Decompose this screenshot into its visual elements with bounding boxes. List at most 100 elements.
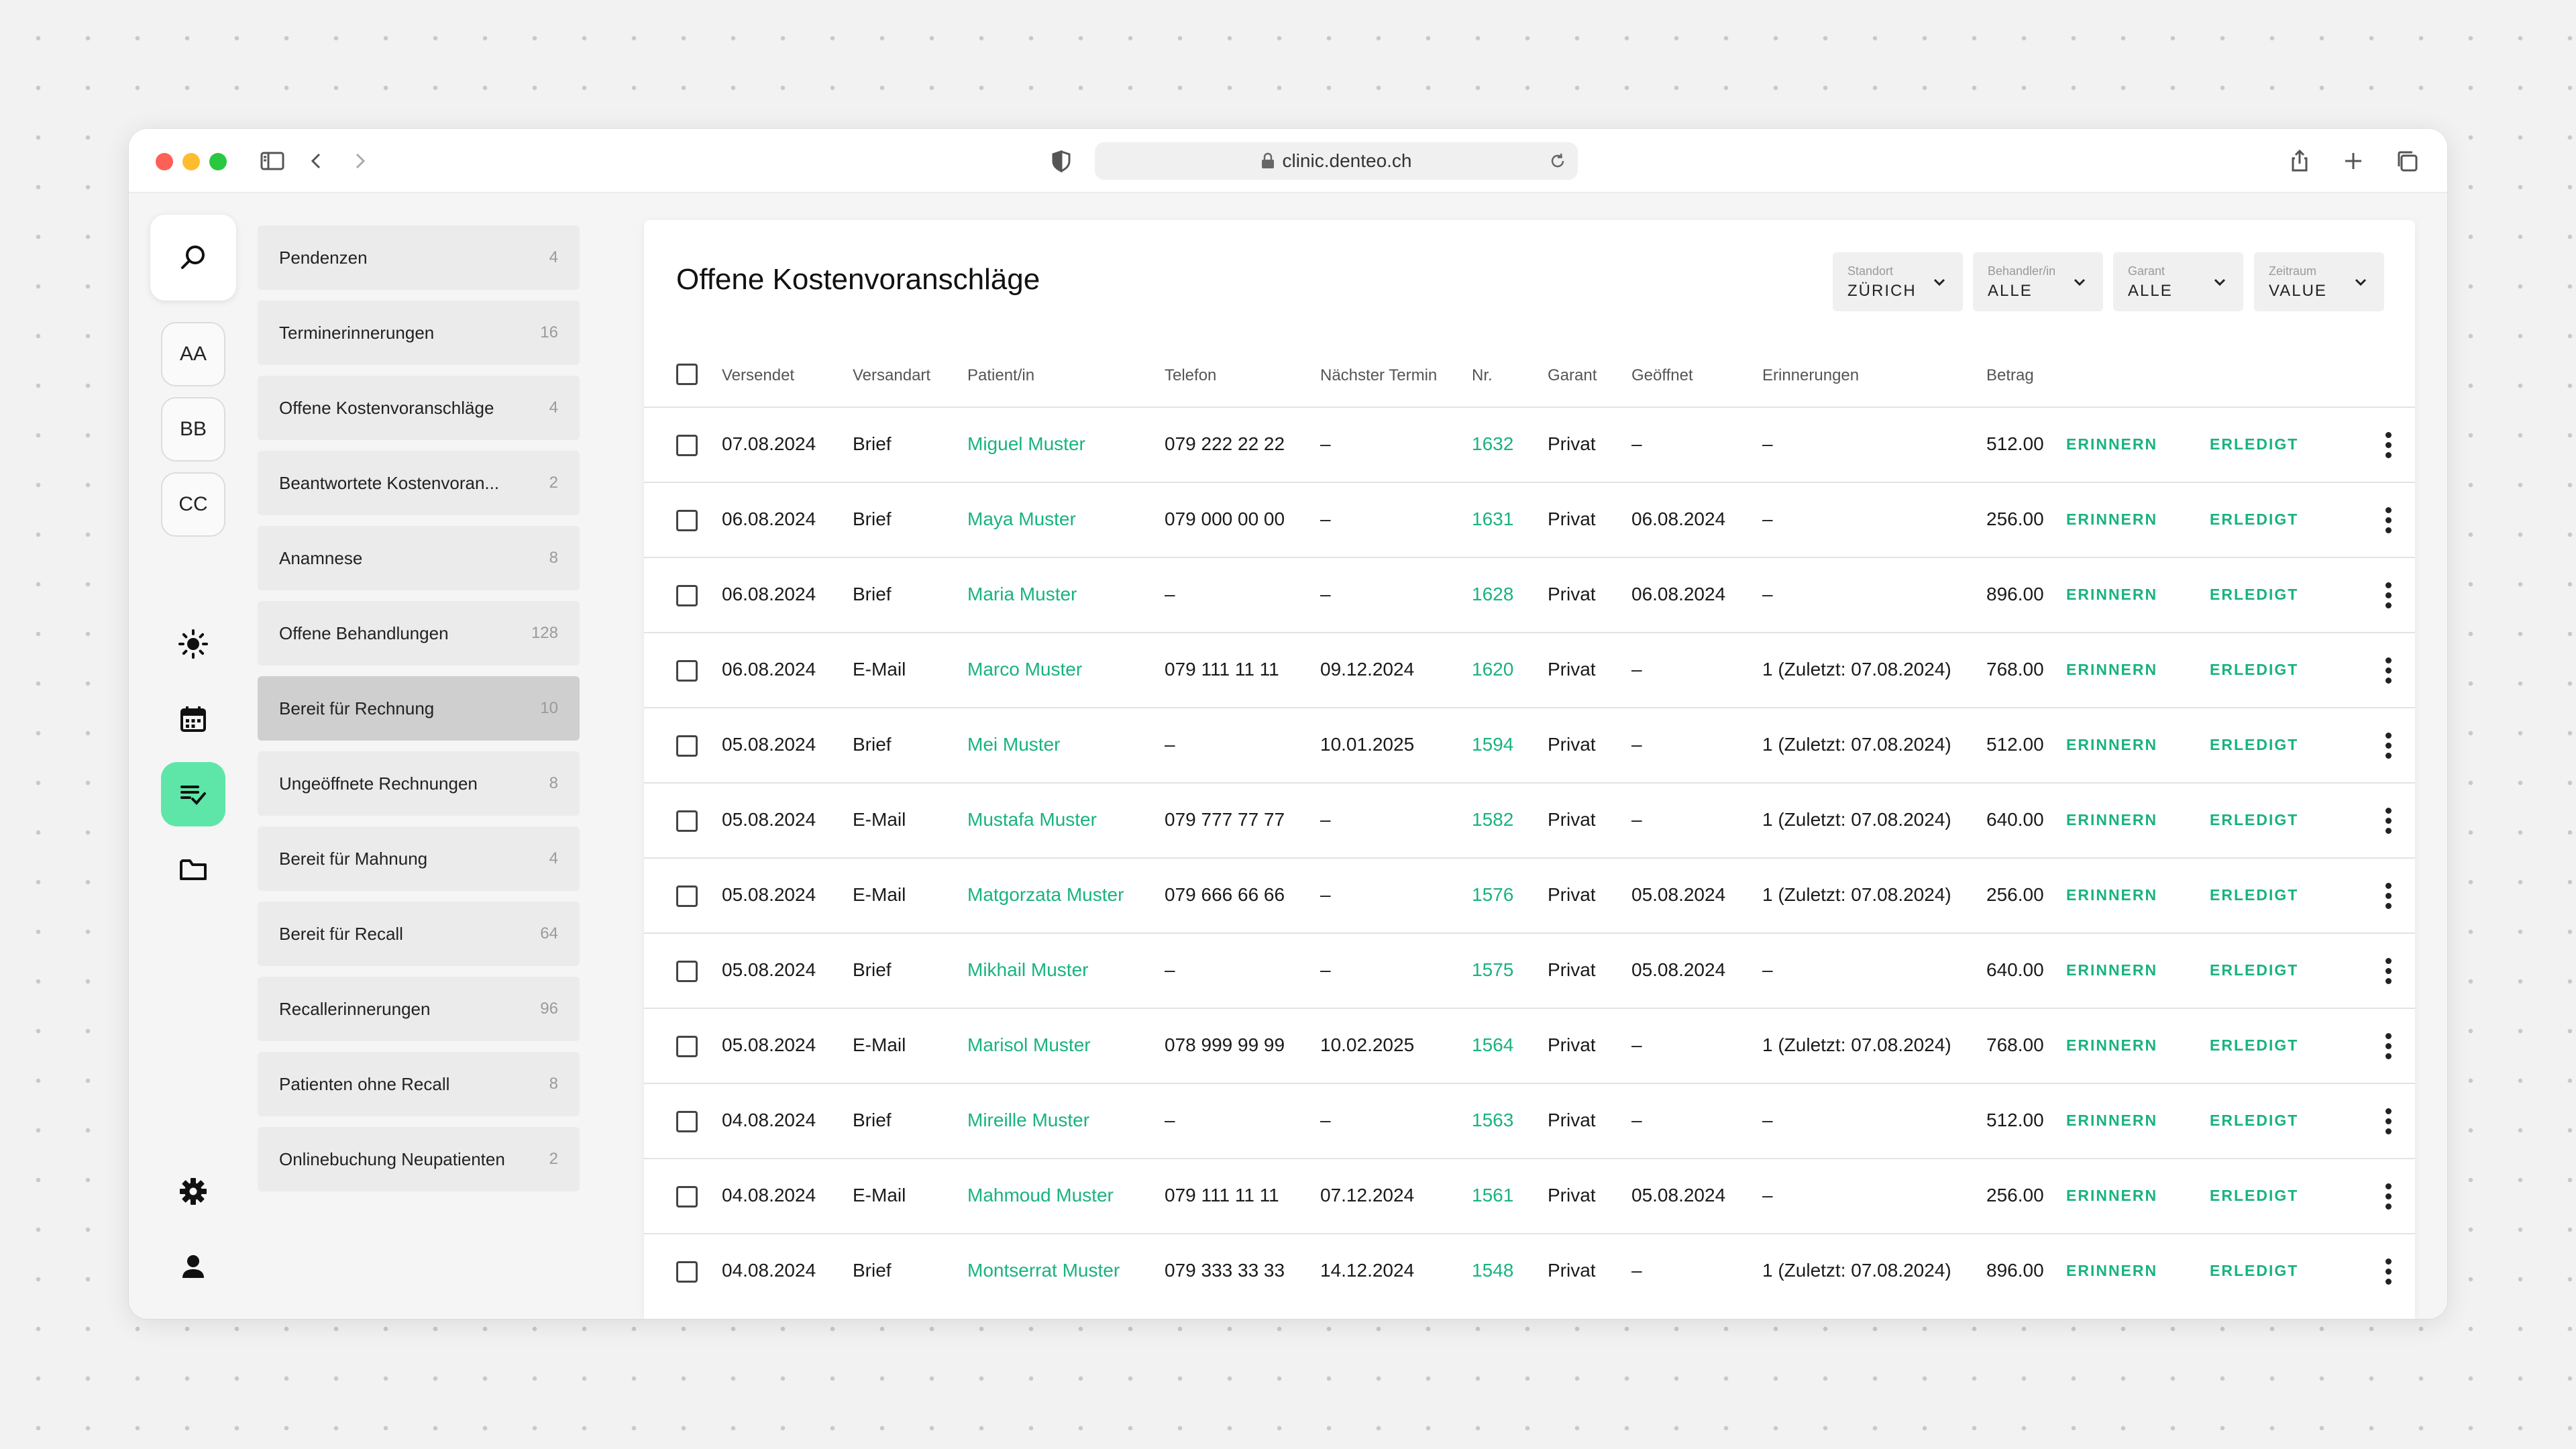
remind-button[interactable]: ERINNERN — [2066, 736, 2158, 753]
done-button[interactable]: ERLEDIGT — [2210, 1036, 2299, 1054]
more-options-icon[interactable] — [2384, 657, 2392, 684]
list-item[interactable]: Terminerinnerungen 16 — [258, 301, 580, 365]
share-icon[interactable] — [2284, 145, 2316, 177]
row-checkbox[interactable] — [676, 961, 698, 982]
cell-patient[interactable]: Mahmoud Muster — [967, 1185, 1114, 1205]
cell-patient[interactable]: Maria Muster — [967, 584, 1077, 604]
list-item[interactable]: Bereit für Recall 64 — [258, 902, 580, 966]
filter-dropdown[interactable]: Standort ZÜRICH — [1833, 252, 1963, 311]
more-options-icon[interactable] — [2384, 883, 2392, 910]
done-button[interactable]: ERLEDIGT — [2210, 811, 2299, 828]
url-bar[interactable]: clinic.denteo.ch — [1095, 142, 1578, 180]
list-item[interactable]: Pendenzen 4 — [258, 225, 580, 290]
row-checkbox[interactable] — [676, 735, 698, 757]
cell-nr[interactable]: 1594 — [1472, 734, 1514, 755]
list-item[interactable]: Beantwortete Kostenvoran... 2 — [258, 451, 580, 515]
cell-patient[interactable]: Marisol Muster — [967, 1034, 1091, 1055]
cell-patient[interactable]: Mustafa Muster — [967, 809, 1097, 830]
filter-dropdown[interactable]: Garant ALLE — [2113, 252, 2243, 311]
row-checkbox[interactable] — [676, 810, 698, 832]
more-options-icon[interactable] — [2384, 432, 2392, 459]
avatar-cc[interactable]: CC — [161, 472, 225, 537]
forward-icon[interactable] — [343, 145, 376, 177]
list-item[interactable]: Bereit für Rechnung 10 — [258, 676, 580, 741]
cell-nr[interactable]: 1632 — [1472, 433, 1514, 454]
more-options-icon[interactable] — [2384, 1258, 2392, 1285]
cell-nr[interactable]: 1631 — [1472, 508, 1514, 529]
remind-button[interactable]: ERINNERN — [2066, 435, 2158, 453]
more-options-icon[interactable] — [2384, 733, 2392, 759]
row-checkbox[interactable] — [676, 1186, 698, 1208]
remind-button[interactable]: ERINNERN — [2066, 886, 2158, 904]
settings-button[interactable] — [161, 1159, 225, 1224]
row-checkbox[interactable] — [676, 1036, 698, 1057]
maximize-window-button[interactable] — [209, 153, 227, 170]
cell-nr[interactable]: 1582 — [1472, 809, 1514, 830]
list-item[interactable]: Offene Kostenvoranschläge 4 — [258, 376, 580, 440]
row-checkbox[interactable] — [676, 510, 698, 531]
done-button[interactable]: ERLEDIGT — [2210, 736, 2299, 753]
select-all-checkbox[interactable] — [676, 364, 698, 385]
done-button[interactable]: ERLEDIGT — [2210, 586, 2299, 603]
privacy-shield-icon[interactable] — [1045, 145, 1077, 177]
more-options-icon[interactable] — [2384, 582, 2392, 609]
search-button[interactable] — [150, 215, 236, 301]
filter-dropdown[interactable]: Behandler/in ALLE — [1973, 252, 2103, 311]
remind-button[interactable]: ERINNERN — [2066, 811, 2158, 828]
cell-nr[interactable]: 1575 — [1472, 959, 1514, 980]
cell-patient[interactable]: Matgorzata Muster — [967, 884, 1124, 905]
done-button[interactable]: ERLEDIGT — [2210, 661, 2299, 678]
remind-button[interactable]: ERINNERN — [2066, 1187, 2158, 1204]
avatar-bb[interactable]: BB — [161, 397, 225, 462]
cell-nr[interactable]: 1561 — [1472, 1185, 1514, 1205]
minimize-window-button[interactable] — [182, 153, 200, 170]
reload-icon[interactable] — [1548, 152, 1567, 170]
remind-button[interactable]: ERINNERN — [2066, 1036, 2158, 1054]
row-checkbox[interactable] — [676, 660, 698, 682]
cell-patient[interactable]: Montserrat Muster — [967, 1260, 1120, 1281]
more-options-icon[interactable] — [2384, 1183, 2392, 1210]
remind-button[interactable]: ERINNERN — [2066, 586, 2158, 603]
tasks-button[interactable] — [161, 762, 225, 826]
cell-nr[interactable]: 1548 — [1472, 1260, 1514, 1281]
remind-button[interactable]: ERINNERN — [2066, 1112, 2158, 1129]
remind-button[interactable]: ERINNERN — [2066, 961, 2158, 979]
remind-button[interactable]: ERINNERN — [2066, 661, 2158, 678]
remind-button[interactable]: ERINNERN — [2066, 511, 2158, 528]
list-item[interactable]: Recallerinnerungen 96 — [258, 977, 580, 1041]
cell-nr[interactable]: 1563 — [1472, 1110, 1514, 1130]
list-item[interactable]: Anamnese 8 — [258, 526, 580, 590]
done-button[interactable]: ERLEDIGT — [2210, 511, 2299, 528]
cell-patient[interactable]: Mei Muster — [967, 734, 1061, 755]
row-checkbox[interactable] — [676, 585, 698, 606]
cell-nr[interactable]: 1628 — [1472, 584, 1514, 604]
files-button[interactable] — [161, 837, 225, 902]
list-item[interactable]: Patienten ohne Recall 8 — [258, 1052, 580, 1116]
done-button[interactable]: ERLEDIGT — [2210, 961, 2299, 979]
remind-button[interactable]: ERINNERN — [2066, 1262, 2158, 1279]
row-checkbox[interactable] — [676, 435, 698, 456]
sidebar-toggle-icon[interactable] — [256, 145, 288, 177]
cell-patient[interactable]: Miguel Muster — [967, 433, 1085, 454]
more-options-icon[interactable] — [2384, 507, 2392, 534]
more-options-icon[interactable] — [2384, 958, 2392, 985]
done-button[interactable]: ERLEDIGT — [2210, 1262, 2299, 1279]
theme-toggle-button[interactable] — [161, 612, 225, 676]
cell-nr[interactable]: 1576 — [1472, 884, 1514, 905]
cell-patient[interactable]: Mikhail Muster — [967, 959, 1089, 980]
cell-patient[interactable]: Mireille Muster — [967, 1110, 1090, 1130]
row-checkbox[interactable] — [676, 885, 698, 907]
list-item[interactable]: Onlinebuchung Neupatienten 2 — [258, 1127, 580, 1191]
list-item[interactable]: Bereit für Mahnung 4 — [258, 826, 580, 891]
cell-patient[interactable]: Marco Muster — [967, 659, 1083, 680]
list-item[interactable]: Ungeöffnete Rechnungen 8 — [258, 751, 580, 816]
back-icon[interactable] — [301, 145, 333, 177]
row-checkbox[interactable] — [676, 1261, 698, 1283]
done-button[interactable]: ERLEDIGT — [2210, 886, 2299, 904]
more-options-icon[interactable] — [2384, 1033, 2392, 1060]
tab-overview-icon[interactable] — [2391, 145, 2423, 177]
done-button[interactable]: ERLEDIGT — [2210, 1187, 2299, 1204]
more-options-icon[interactable] — [2384, 1108, 2392, 1135]
done-button[interactable]: ERLEDIGT — [2210, 435, 2299, 453]
more-options-icon[interactable] — [2384, 808, 2392, 835]
